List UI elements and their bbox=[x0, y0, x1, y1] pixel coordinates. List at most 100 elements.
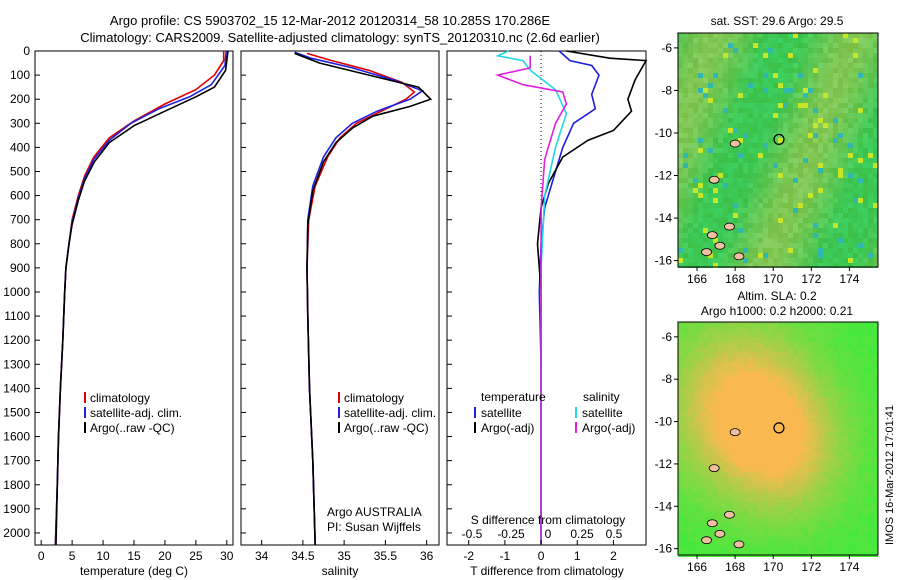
sla-map-panel: -6 -8 -10 -12 -14 -16 166 168 170 172 174 Altim. SL… bbox=[655, 289, 879, 574]
diff-legend-left-label: satellite bbox=[481, 406, 522, 420]
map-lon-label: 174 bbox=[839, 272, 859, 286]
map-island bbox=[701, 536, 712, 545]
depth-tick-label: 1100 bbox=[4, 309, 30, 323]
diff-legend-right-label: satellite bbox=[582, 406, 623, 420]
map-lon-label: 170 bbox=[763, 560, 783, 574]
map-island bbox=[706, 519, 718, 528]
diff-top-tick-label: 0 bbox=[545, 527, 552, 541]
diff-top-tick-label: 0.25 bbox=[570, 527, 594, 541]
temp-tick-label: 0 bbox=[38, 549, 45, 563]
diff-legend-right-label: Argo(-adj) bbox=[582, 421, 635, 435]
temperature-series-2 bbox=[55, 50, 229, 546]
map-island bbox=[708, 175, 720, 184]
sal-annotation-line2: PI: Susan Wijffels bbox=[327, 520, 421, 534]
depth-tick-label: 400 bbox=[10, 140, 30, 154]
diff-series-1 bbox=[536, 50, 648, 545]
diff-legend-right-title: salinity bbox=[583, 390, 620, 404]
salinity-series-0 bbox=[306, 52, 416, 546]
map-island bbox=[701, 248, 712, 257]
sla-map-title-line2: Argo h1000: 0.2 h2000: 0.21 bbox=[701, 304, 853, 318]
sal-legend-label: Argo(..raw -QC) bbox=[344, 421, 429, 435]
map-island bbox=[708, 464, 720, 473]
depth-tick-label: 700 bbox=[10, 213, 30, 227]
map-lat-label: -12 bbox=[655, 169, 673, 183]
depth-tick-label: 500 bbox=[10, 164, 30, 178]
depth-tick-label: 800 bbox=[10, 237, 30, 251]
temp-xlabel: temperature (deg C) bbox=[80, 564, 188, 578]
footer-stamp: IMOS 16-Mar-2012 17:01:41 bbox=[884, 405, 896, 545]
sst-map-panel: -6 -8 -10 -12 -14 -16 166 168 170 172 174 sat. SST:… bbox=[655, 14, 879, 286]
map-island bbox=[729, 428, 741, 437]
temperature-series-1 bbox=[54, 50, 227, 546]
sal-tick-label: 34 bbox=[255, 549, 269, 563]
depth-tick-label: 0 bbox=[23, 44, 30, 58]
temp-tick-label: 15 bbox=[127, 549, 141, 563]
map-island bbox=[714, 241, 726, 250]
map-lon-label: 172 bbox=[801, 560, 821, 574]
diff-axes-box bbox=[446, 50, 647, 546]
map-lat-label: -12 bbox=[655, 457, 673, 471]
sal-tick-label: 35 bbox=[337, 549, 351, 563]
map-lat-label: -10 bbox=[655, 126, 673, 140]
diff-xlabel-top: S difference from climatology bbox=[471, 513, 626, 527]
temperature-panel: 0100200300400500600700800900100011001200… bbox=[3, 44, 234, 578]
temp-legend-label: climatology bbox=[90, 391, 150, 405]
depth-tick-label: 1700 bbox=[3, 454, 30, 468]
diff-top-tick-label: -0.25 bbox=[497, 527, 525, 541]
map-island bbox=[729, 139, 741, 148]
sal-annotation-line1: Argo AUSTRALIA bbox=[327, 505, 422, 519]
sal-tick-label: 36 bbox=[420, 549, 434, 563]
temperature-series-0 bbox=[54, 51, 225, 546]
diff-top-tick-label: -0.5 bbox=[462, 527, 483, 541]
diff-legend-left-title: temperature bbox=[481, 390, 546, 404]
sst-map-title: sat. SST: 29.6 Argo: 29.5 bbox=[711, 14, 844, 28]
diff-legend-left-label: Argo(-adj) bbox=[481, 421, 534, 435]
depth-tick-label: 1000 bbox=[3, 285, 30, 299]
diff-tick-label: 2 bbox=[610, 549, 617, 563]
diff-series-3 bbox=[494, 55, 568, 545]
temp-tick-label: 25 bbox=[189, 549, 203, 563]
depth-tick-label: 900 bbox=[10, 261, 30, 275]
diff-series-0 bbox=[538, 50, 600, 545]
diff-series-2 bbox=[495, 50, 568, 545]
map-lat-label: -10 bbox=[655, 415, 673, 429]
map-island bbox=[724, 510, 735, 519]
temp-tick-label: 20 bbox=[158, 549, 172, 563]
diff-tick-label: -2 bbox=[463, 549, 474, 563]
diff-top-tick-label: 0.5 bbox=[606, 527, 623, 541]
temp-legend-label: Argo(..raw -QC) bbox=[90, 421, 175, 435]
temp-tick-label: 10 bbox=[96, 549, 110, 563]
difference-panel: -2 -1 0 1 2T difference from climatology -0.5… bbox=[446, 50, 648, 578]
map-lon-label: 166 bbox=[687, 272, 707, 286]
map-lat-label: -14 bbox=[655, 211, 673, 225]
temp-tick-label: 30 bbox=[220, 549, 234, 563]
depth-tick-label: 2000 bbox=[3, 526, 30, 540]
panel-sst-field bbox=[678, 33, 878, 268]
temp-tick-label: 5 bbox=[69, 549, 76, 563]
map-lat-label: -14 bbox=[655, 499, 673, 513]
map-lon-label: 172 bbox=[801, 272, 821, 286]
depth-tick-label: 1300 bbox=[3, 357, 30, 371]
map-lat-label: -16 bbox=[655, 542, 673, 556]
map-lon-label: 174 bbox=[839, 560, 859, 574]
salinity-panel: 34 34.5 35 35.5 36 salinity climatologysatelli… bbox=[240, 50, 440, 578]
diff-tick-label: -1 bbox=[500, 549, 511, 563]
sal-legend-label: satellite-adj. clim. bbox=[344, 406, 436, 420]
map-island bbox=[733, 252, 745, 261]
salinity-series-2 bbox=[294, 52, 433, 546]
map-lon-label: 166 bbox=[687, 560, 707, 574]
depth-tick-label: 600 bbox=[10, 189, 30, 203]
depth-tick-label: 1800 bbox=[3, 478, 30, 492]
sal-legend-label: climatology bbox=[344, 391, 404, 405]
depth-tick-label: 300 bbox=[10, 116, 30, 130]
map-lon-label: 168 bbox=[725, 560, 745, 574]
sal-xlabel: salinity bbox=[322, 564, 359, 578]
panel-sst-frame bbox=[677, 32, 879, 268]
figure-title-line1: Argo profile: CS 5903702_15 12-Mar-2012 … bbox=[110, 13, 551, 28]
map-lat-label: -8 bbox=[661, 83, 672, 97]
map-lat-label: -16 bbox=[655, 254, 673, 268]
sla-map-title-line1: Altim. SLA: 0.2 bbox=[737, 289, 817, 303]
salinity-axes-box bbox=[240, 50, 440, 546]
map-lat-label: -6 bbox=[661, 41, 672, 55]
